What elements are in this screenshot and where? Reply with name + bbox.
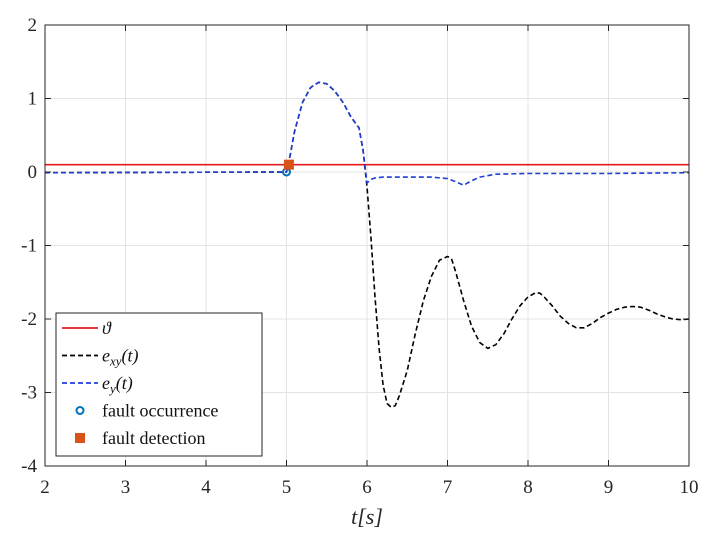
- series-line-2: [44, 81, 690, 186]
- y-tick-label: -3: [21, 383, 37, 404]
- x-tick-label: 9: [604, 477, 614, 498]
- x-tick-label: 4: [201, 477, 211, 498]
- legend-marker-detection: [75, 433, 85, 443]
- y-tick-label: 0: [28, 162, 38, 183]
- fault-detection-marker: [283, 159, 294, 170]
- x-tick-label: 6: [362, 477, 372, 498]
- legend-label-marker: fault occurrence: [102, 401, 218, 421]
- x-axis-label: t[s]: [351, 504, 383, 529]
- legend-label-2: ey(t): [102, 373, 133, 396]
- legend-box: [55, 312, 263, 457]
- y-tick-label: 2: [28, 15, 38, 36]
- markers: [282, 159, 294, 177]
- legend-label-1: exy(t): [102, 346, 139, 369]
- series-lines: [44, 81, 690, 409]
- x-tick-label: 3: [121, 477, 131, 498]
- legend: ϑ exy(t) ey(t) fault occurrence fault detect…: [55, 312, 263, 457]
- legend-label-marker: fault detection: [102, 428, 205, 448]
- x-tick-label: 7: [443, 477, 453, 498]
- x-tick-label: 5: [282, 477, 292, 498]
- x-tick-label: 2: [40, 477, 50, 498]
- legend-label-0: ϑ: [102, 318, 112, 338]
- y-tick-label: -4: [21, 456, 37, 477]
- y-tick-label: 1: [28, 89, 38, 110]
- y-tick-label: -1: [21, 236, 37, 257]
- x-tick-label: 8: [523, 477, 533, 498]
- legend-marker-occurrence: [75, 406, 85, 415]
- x-tick-label: 10: [680, 477, 699, 498]
- y-tick-label: -2: [21, 309, 37, 330]
